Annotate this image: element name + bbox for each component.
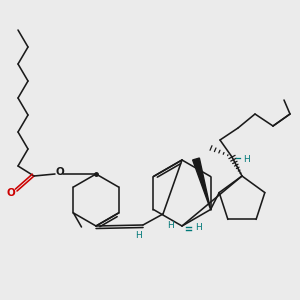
Text: H: H [168, 220, 174, 230]
Text: O: O [56, 167, 64, 177]
Text: H: H [243, 154, 249, 164]
Polygon shape [193, 158, 211, 209]
Text: O: O [7, 188, 15, 198]
Text: H: H [135, 232, 141, 241]
Text: H: H [195, 224, 202, 232]
